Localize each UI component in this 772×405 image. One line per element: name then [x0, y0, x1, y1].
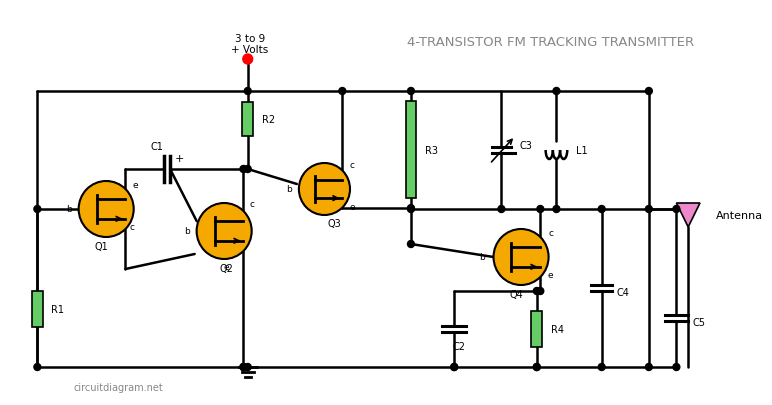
Circle shape [244, 88, 251, 95]
Bar [405, 102, 416, 198]
Circle shape [533, 364, 540, 371]
Text: c: c [350, 161, 354, 170]
Bar [32, 291, 42, 327]
Text: C2: C2 [452, 341, 466, 351]
Text: C5: C5 [692, 317, 705, 327]
Circle shape [598, 364, 605, 371]
Circle shape [533, 364, 540, 371]
Text: Q3: Q3 [327, 218, 341, 228]
Circle shape [408, 88, 415, 95]
Circle shape [553, 88, 560, 95]
Text: b: b [479, 252, 485, 261]
Circle shape [244, 166, 251, 173]
Circle shape [645, 206, 652, 213]
Text: Q2: Q2 [219, 263, 233, 273]
Text: 3 to 9: 3 to 9 [235, 34, 265, 44]
Bar [531, 311, 542, 347]
Text: b: b [184, 226, 190, 235]
Circle shape [537, 288, 543, 295]
Text: e: e [223, 262, 229, 271]
Circle shape [493, 230, 549, 285]
Circle shape [673, 364, 680, 371]
Text: 4-TRANSISTOR FM TRACKING TRANSMITTER: 4-TRANSISTOR FM TRACKING TRANSMITTER [407, 35, 694, 48]
Circle shape [34, 364, 41, 371]
Text: C3: C3 [519, 141, 532, 151]
Circle shape [533, 288, 540, 295]
Text: R2: R2 [262, 115, 275, 125]
Circle shape [673, 206, 680, 213]
Polygon shape [676, 203, 700, 228]
Circle shape [408, 241, 415, 248]
Text: L1: L1 [576, 146, 587, 156]
Text: Q1: Q1 [94, 241, 108, 252]
Circle shape [240, 364, 247, 371]
Text: e: e [548, 270, 554, 279]
Circle shape [197, 203, 252, 259]
Text: e: e [133, 181, 138, 190]
Circle shape [408, 205, 415, 212]
Text: e: e [349, 202, 355, 211]
Text: Antenna: Antenna [716, 211, 763, 220]
Text: circuitdiagram.net: circuitdiagram.net [74, 382, 164, 392]
Circle shape [34, 206, 41, 213]
Circle shape [645, 88, 652, 95]
Circle shape [451, 364, 458, 371]
Text: b: b [66, 205, 72, 213]
Circle shape [451, 364, 458, 371]
Circle shape [498, 206, 505, 213]
Text: + Volts: + Volts [231, 45, 269, 55]
Text: R1: R1 [51, 304, 64, 314]
Text: c: c [548, 228, 553, 237]
Bar [242, 103, 253, 136]
Circle shape [645, 364, 652, 371]
Text: b: b [286, 185, 292, 194]
Circle shape [553, 206, 560, 213]
Text: Q4: Q4 [510, 289, 523, 299]
Text: C4: C4 [616, 287, 629, 297]
Circle shape [598, 206, 605, 213]
Circle shape [537, 206, 543, 213]
Circle shape [299, 164, 350, 215]
Text: C1: C1 [151, 142, 164, 151]
Circle shape [408, 206, 415, 213]
Circle shape [243, 55, 252, 65]
Circle shape [240, 166, 247, 173]
Text: R4: R4 [550, 324, 564, 334]
Circle shape [240, 364, 247, 371]
Text: c: c [129, 222, 134, 231]
Text: +: + [175, 153, 185, 164]
Circle shape [79, 181, 134, 237]
Circle shape [339, 88, 346, 95]
Text: c: c [249, 200, 254, 209]
Circle shape [244, 364, 251, 371]
Text: R3: R3 [425, 145, 438, 155]
